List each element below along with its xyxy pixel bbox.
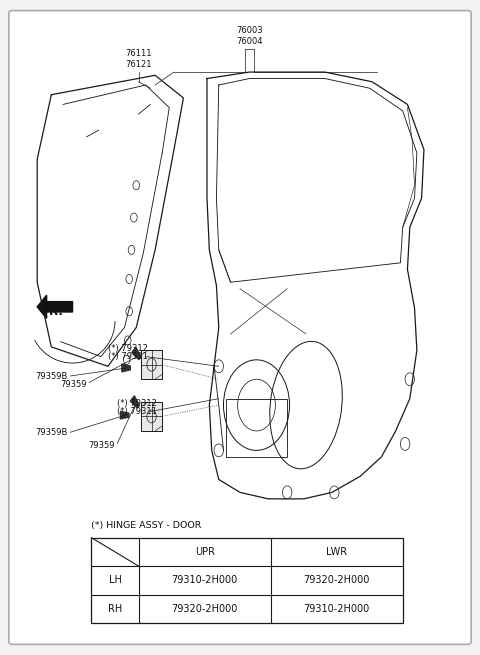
Text: 79310-2H000: 79310-2H000 <box>303 604 370 614</box>
Text: 79310-2H000: 79310-2H000 <box>171 575 238 586</box>
Text: (*) 79311: (*) 79311 <box>118 407 157 416</box>
FancyBboxPatch shape <box>9 10 471 645</box>
Text: RH: RH <box>108 604 122 614</box>
Bar <box>141 350 162 379</box>
Bar <box>91 538 403 623</box>
Text: 79320-2H000: 79320-2H000 <box>171 604 238 614</box>
Text: (*) 79312: (*) 79312 <box>108 344 148 352</box>
Text: 76003
76004: 76003 76004 <box>236 26 263 47</box>
Bar <box>141 402 162 430</box>
Text: (*) 79312: (*) 79312 <box>118 400 157 408</box>
Polygon shape <box>122 364 131 372</box>
Text: 76111
76121: 76111 76121 <box>125 48 152 69</box>
Text: 79359: 79359 <box>60 380 87 389</box>
Text: UPR: UPR <box>194 547 215 557</box>
Text: 79320-2H000: 79320-2H000 <box>303 575 370 586</box>
Polygon shape <box>120 411 129 419</box>
Bar <box>226 399 287 457</box>
Polygon shape <box>131 396 139 408</box>
Text: (*) 79311: (*) 79311 <box>108 352 148 361</box>
Polygon shape <box>37 295 72 318</box>
Text: LWR: LWR <box>326 547 347 557</box>
Polygon shape <box>132 347 141 360</box>
Text: FR.: FR. <box>42 305 64 318</box>
Text: LH: LH <box>108 575 121 586</box>
Text: 79359: 79359 <box>88 441 115 450</box>
Text: 79359B: 79359B <box>36 428 68 437</box>
Text: (*) HINGE ASSY - DOOR: (*) HINGE ASSY - DOOR <box>91 521 202 530</box>
Text: 79359B: 79359B <box>36 371 68 381</box>
